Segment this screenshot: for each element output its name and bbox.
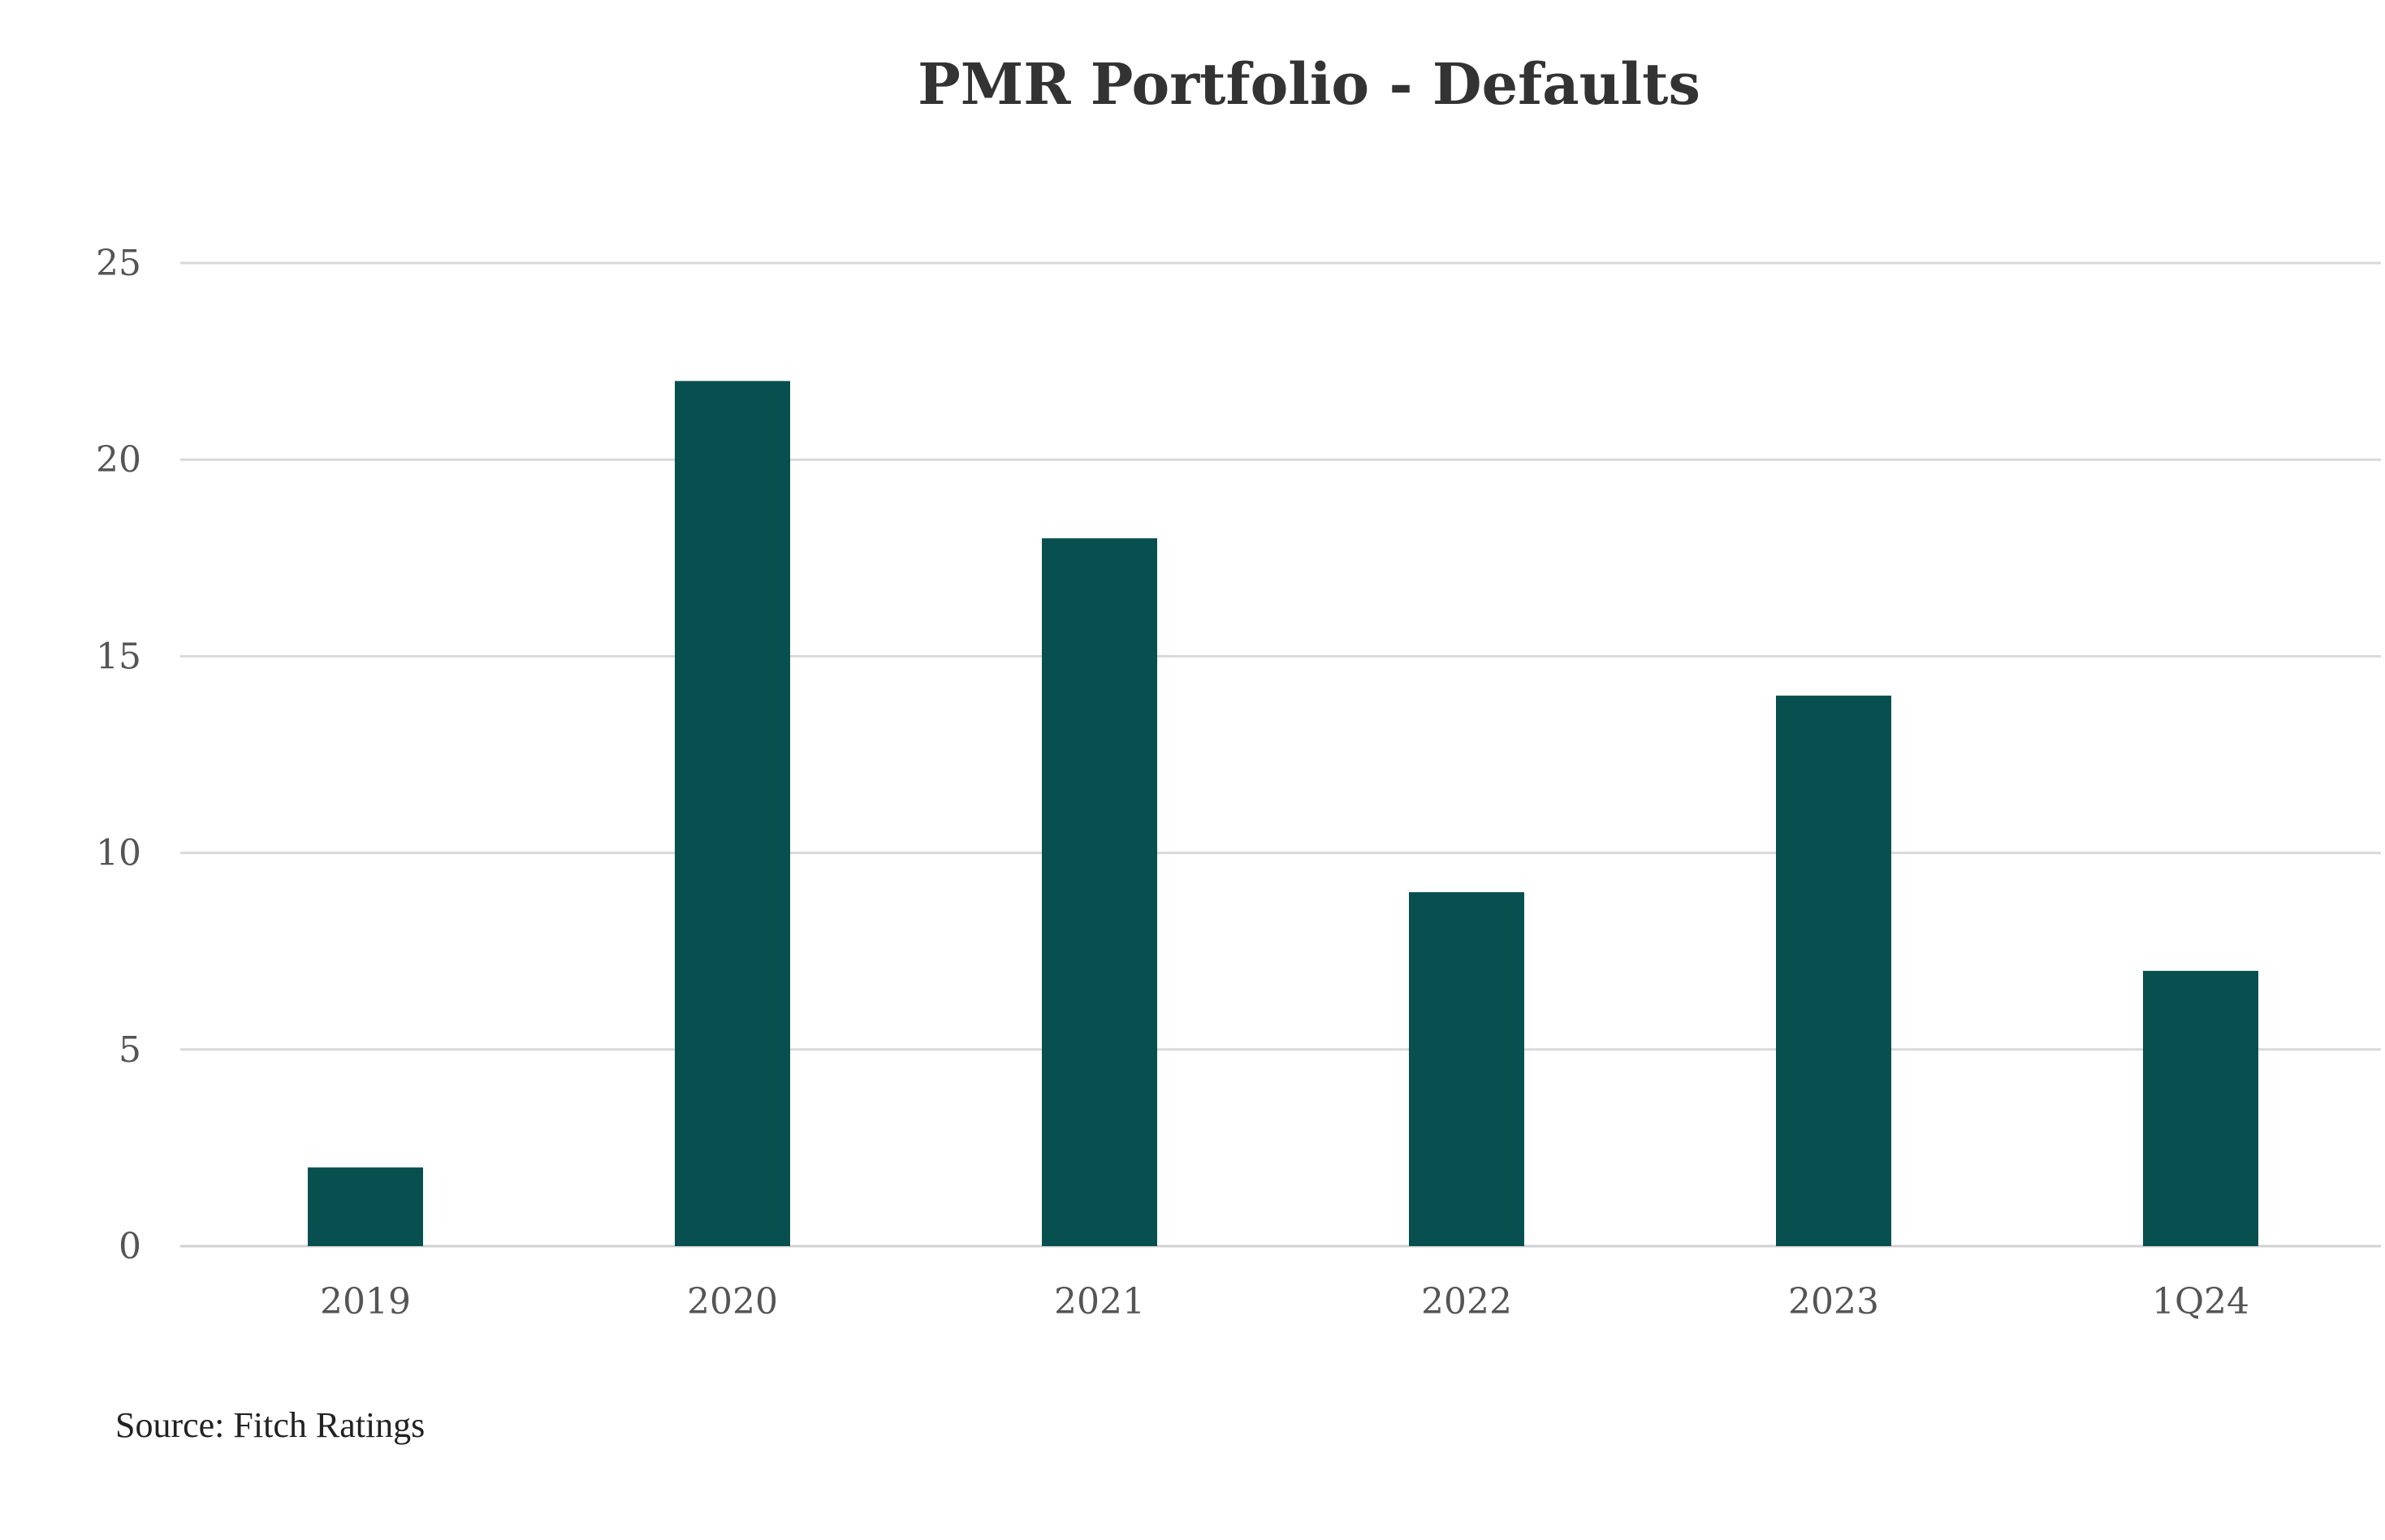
bar-2019 bbox=[308, 1167, 423, 1246]
x-axis-tick-labels: 2019 2020 2021 2022 2023 1Q24 bbox=[320, 1281, 2249, 1322]
y-tick-label: 25 bbox=[96, 243, 141, 284]
y-tick-label: 20 bbox=[96, 439, 141, 481]
source-note: Source: Fitch Ratings bbox=[115, 1405, 425, 1445]
y-tick-label: 10 bbox=[96, 833, 141, 874]
bar-2022 bbox=[1409, 892, 1524, 1246]
y-tick-label: 0 bbox=[119, 1226, 141, 1267]
bar-2023 bbox=[1776, 695, 1891, 1246]
x-tick-label: 2019 bbox=[320, 1281, 411, 1322]
y-tick-label: 5 bbox=[119, 1029, 141, 1071]
x-tick-label: 2023 bbox=[1788, 1281, 1879, 1322]
bar-2020 bbox=[675, 381, 790, 1246]
chart-title: PMR Portfolio - Defaults bbox=[918, 50, 1700, 118]
x-tick-label: 2020 bbox=[687, 1281, 778, 1322]
x-tick-label: 2021 bbox=[1054, 1281, 1145, 1322]
y-tick-label: 15 bbox=[96, 636, 141, 677]
bars bbox=[308, 381, 2258, 1246]
bar-1q24 bbox=[2143, 970, 2258, 1246]
bar-2021 bbox=[1042, 538, 1157, 1246]
x-tick-label: 2022 bbox=[1421, 1281, 1512, 1322]
x-tick-label: 1Q24 bbox=[2152, 1281, 2249, 1322]
y-axis-tick-labels: 0 5 10 15 20 25 bbox=[96, 243, 141, 1267]
gridlines bbox=[180, 261, 2381, 1248]
